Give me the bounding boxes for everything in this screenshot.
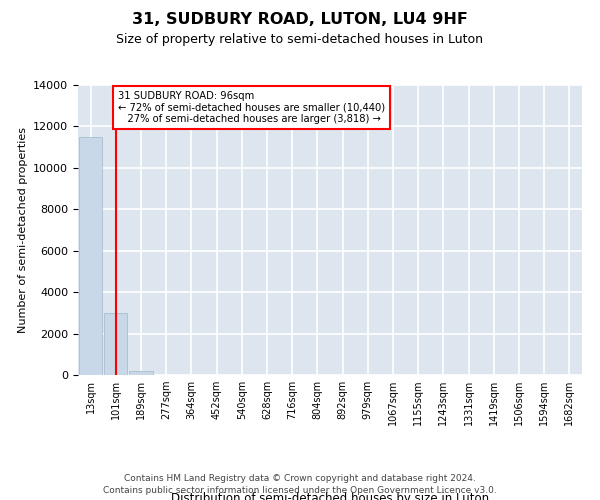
X-axis label: Distribution of semi-detached houses by size in Luton: Distribution of semi-detached houses by … — [171, 492, 489, 500]
Bar — [104, 313, 127, 375]
Text: Size of property relative to semi-detached houses in Luton: Size of property relative to semi-detach… — [116, 32, 484, 46]
Text: 31, SUDBURY ROAD, LUTON, LU4 9HF: 31, SUDBURY ROAD, LUTON, LU4 9HF — [132, 12, 468, 28]
Bar — [130, 371, 152, 375]
Text: Contains public sector information licensed under the Open Government Licence v3: Contains public sector information licen… — [103, 486, 497, 495]
Y-axis label: Number of semi-detached properties: Number of semi-detached properties — [17, 127, 28, 333]
Text: 31 SUDBURY ROAD: 96sqm
← 72% of semi-detached houses are smaller (10,440)
   27%: 31 SUDBURY ROAD: 96sqm ← 72% of semi-det… — [118, 91, 385, 124]
Text: Contains HM Land Registry data © Crown copyright and database right 2024.: Contains HM Land Registry data © Crown c… — [124, 474, 476, 483]
Bar — [79, 137, 102, 375]
